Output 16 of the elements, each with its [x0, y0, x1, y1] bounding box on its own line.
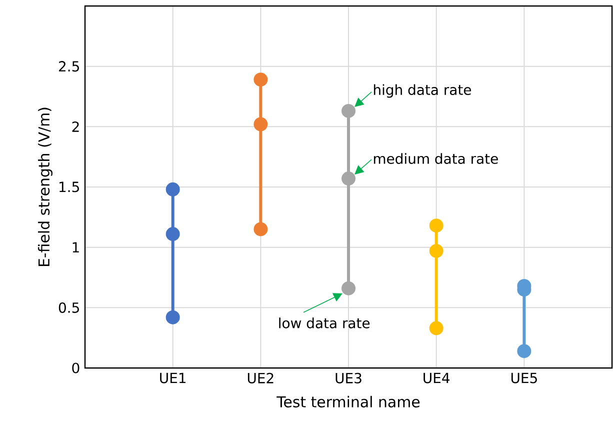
annotation: high data rate — [374, 84, 471, 98]
x-tick-label: UE3 — [336, 372, 362, 384]
x-tick-label: UE4 — [424, 372, 450, 384]
x-tick-label: UE5 — [511, 372, 537, 384]
x-tick-label: UE1 — [160, 372, 186, 384]
y-tick-label: 2.5 — [58, 61, 79, 72]
y-axis-title: E-field strength (V/m) — [38, 108, 52, 266]
annotation: medium data rate — [374, 153, 498, 164]
y-tick-label: 0 — [72, 362, 80, 374]
y-tick-label: 1 — [72, 242, 79, 252]
annotation: low data rate — [279, 318, 370, 328]
y-tick-label: 2 — [72, 121, 79, 132]
y-tick-label: 0.5 — [58, 302, 79, 313]
y-tick-label: 1.5 — [60, 182, 79, 192]
x-tick-label: UE2 — [248, 372, 274, 384]
x-axis-title: Test terminal name — [276, 396, 420, 408]
